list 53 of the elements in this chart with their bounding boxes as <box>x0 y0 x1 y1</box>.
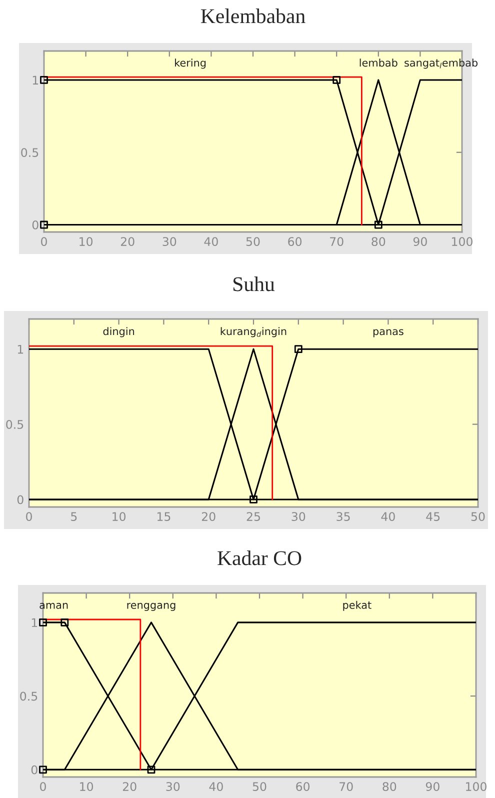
chart-title: Kelembaban <box>200 8 306 24</box>
x-tick-label: 20 <box>122 782 136 791</box>
y-tick-label: 0.5 <box>20 692 38 701</box>
x-tick-label: 10 <box>80 237 93 246</box>
x-tick-label: 50 <box>471 512 485 521</box>
x-tick-label: 40 <box>204 237 218 246</box>
x-tick-label: 30 <box>292 512 306 521</box>
x-tick-label: 15 <box>157 512 170 521</box>
x-tick-label: 70 <box>330 237 344 246</box>
x-tick-label: 35 <box>336 512 350 521</box>
x-tick-label: 20 <box>120 237 134 246</box>
y-tick-label: 0 <box>31 765 38 774</box>
y-tick-label: 1 <box>18 344 24 354</box>
y-tick-label: 0.5 <box>21 148 38 158</box>
series-label: renggang <box>127 602 176 611</box>
x-tick-label: 30 <box>166 782 180 791</box>
x-tick-label: 10 <box>112 512 126 521</box>
x-tick-label: 25 <box>246 512 260 521</box>
x-tick-label: 45 <box>426 512 440 521</box>
x-tick-label: 60 <box>296 782 310 791</box>
y-tick-label: 0.5 <box>6 420 24 429</box>
chart-title: Kadar CO <box>218 550 302 566</box>
series-label: lembab <box>360 58 398 67</box>
x-tick-label: 50 <box>252 782 266 791</box>
x-tick-label: 0 <box>41 237 47 246</box>
y-tick-label: 1 <box>32 618 38 627</box>
series-label: aman <box>40 602 68 609</box>
series-label: kurang$_{d}$ingin <box>220 327 286 338</box>
x-tick-label: 70 <box>340 782 353 791</box>
x-tick-label: 80 <box>372 237 386 246</box>
series-label: kering <box>175 58 206 69</box>
series-label: pekat <box>343 600 372 611</box>
x-tick-label: 100 <box>452 237 472 246</box>
x-tick-label: 60 <box>288 237 302 246</box>
series-label: dingin <box>103 327 134 338</box>
x-tick-label: 90 <box>413 237 427 246</box>
x-tick-label: 20 <box>202 512 216 521</box>
x-tick-label: 40 <box>209 782 223 791</box>
x-tick-label: 5 <box>71 512 77 521</box>
x-tick-label: 0 <box>40 782 46 791</box>
series-label: panas <box>373 329 404 338</box>
x-tick-label: 10 <box>80 782 94 791</box>
y-tick-label: 1 <box>32 76 38 84</box>
x-tick-label: 100 <box>466 782 486 791</box>
chart-title: Suhu <box>233 276 275 292</box>
x-tick-label: 50 <box>246 237 260 246</box>
x-tick-label: 80 <box>382 782 396 791</box>
x-tick-label: 90 <box>426 782 440 791</box>
y-tick-label: 0 <box>17 495 24 504</box>
series-label: sangat$_{l}$embab <box>404 58 478 69</box>
x-tick-label: 40 <box>381 512 395 521</box>
y-tick-label: 0 <box>32 220 38 230</box>
x-tick-label: 30 <box>162 237 176 246</box>
